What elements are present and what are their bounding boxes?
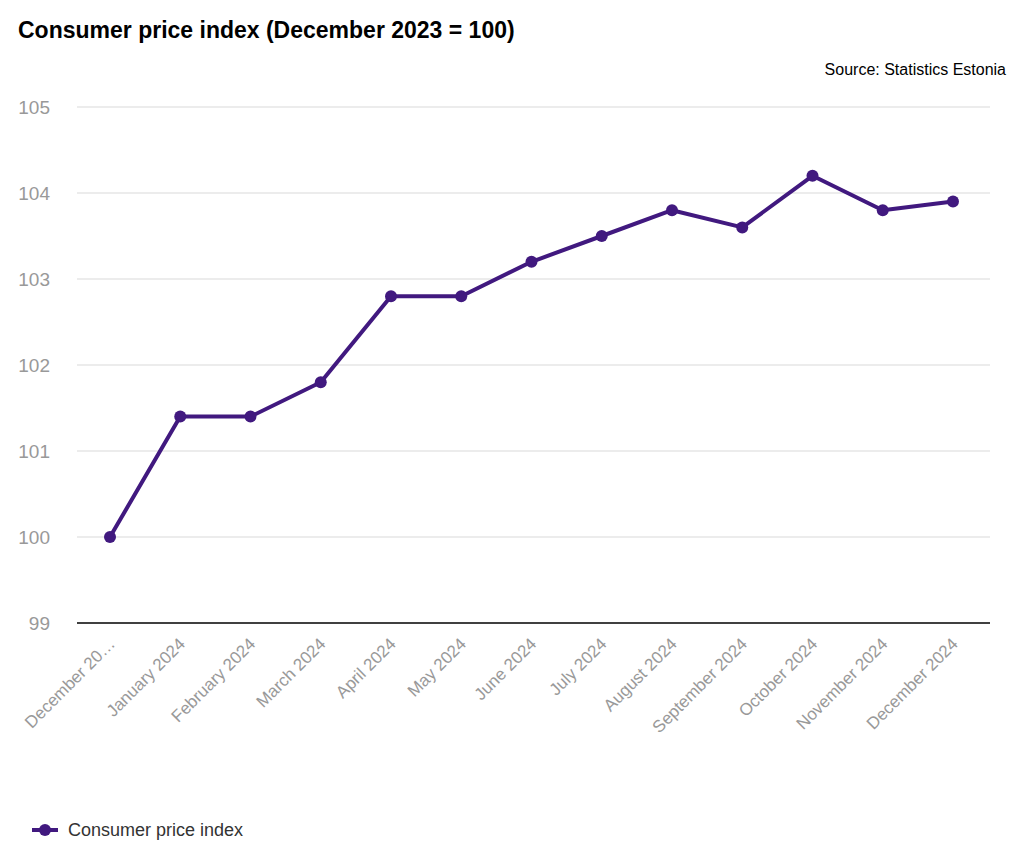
y-tick-label: 104 bbox=[18, 183, 50, 204]
x-tick-label: March 2024 bbox=[253, 634, 330, 711]
legend-marker bbox=[39, 824, 51, 836]
grid-line bbox=[77, 451, 990, 452]
x-tick-label: June 2024 bbox=[471, 634, 541, 704]
grid-line bbox=[77, 365, 990, 366]
chart-svg: Consumer price index (December 2023 = 10… bbox=[0, 0, 1024, 853]
grid-line bbox=[77, 537, 990, 538]
series-line bbox=[110, 176, 953, 537]
axis-baseline bbox=[77, 622, 990, 624]
data-point bbox=[315, 376, 327, 388]
data-point bbox=[526, 256, 538, 268]
plot-area bbox=[104, 170, 959, 543]
data-point bbox=[736, 221, 748, 233]
data-point bbox=[807, 170, 819, 182]
data-point bbox=[455, 290, 467, 302]
legend-item: Consumer price index bbox=[32, 820, 243, 840]
subtitle: Source: Statistics Estonia bbox=[825, 61, 1007, 78]
x-tick-label: May 2024 bbox=[404, 634, 470, 700]
legend-label: Consumer price index bbox=[68, 820, 243, 840]
data-point bbox=[596, 230, 608, 242]
grid-line bbox=[77, 107, 990, 108]
chart-container: Consumer price index (December 2023 = 10… bbox=[0, 0, 1024, 853]
data-point bbox=[385, 290, 397, 302]
y-tick-label: 101 bbox=[18, 441, 50, 462]
data-point bbox=[245, 411, 257, 423]
y-tick-label: 102 bbox=[18, 355, 50, 376]
x-tick-label: December 20… bbox=[21, 634, 119, 732]
title: Consumer price index (December 2023 = 10… bbox=[18, 17, 515, 43]
x-tick-label: December 2024 bbox=[863, 634, 962, 733]
data-point bbox=[947, 196, 959, 208]
y-tick-label: 99 bbox=[29, 613, 50, 634]
grid bbox=[77, 107, 990, 623]
y-tick-label: 105 bbox=[18, 97, 50, 118]
data-point bbox=[877, 204, 889, 216]
x-tick-label: July 2024 bbox=[546, 634, 611, 699]
x-tick-label: September 2024 bbox=[649, 634, 751, 736]
x-tick-label: April 2024 bbox=[332, 634, 400, 702]
data-point bbox=[104, 531, 116, 543]
y-tick-label: 100 bbox=[18, 527, 50, 548]
y-tick-label: 103 bbox=[18, 269, 50, 290]
x-tick-label: February 2024 bbox=[168, 634, 260, 726]
data-point bbox=[174, 411, 186, 423]
grid-line bbox=[77, 279, 990, 280]
grid-line bbox=[77, 193, 990, 194]
data-point bbox=[666, 204, 678, 216]
